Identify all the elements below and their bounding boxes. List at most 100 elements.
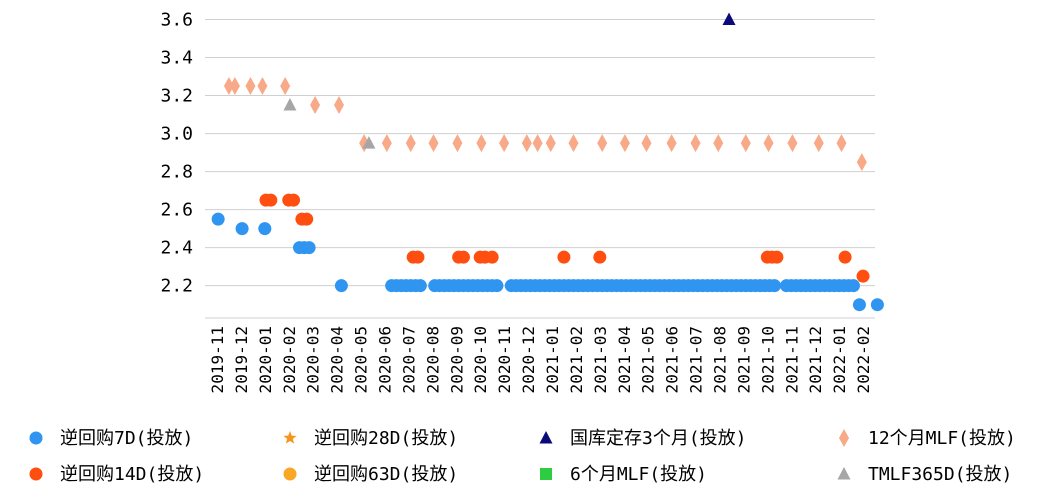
x-tick-label: 2022-01 bbox=[830, 326, 849, 393]
legend-marker bbox=[29, 431, 43, 445]
x-tick-label: 2020-03 bbox=[304, 326, 323, 393]
x-tick-label: 2021-05 bbox=[639, 326, 658, 393]
data-point bbox=[856, 269, 870, 283]
legend-label: 逆回购14D(投放) bbox=[60, 464, 204, 485]
x-tick-label: 2020-09 bbox=[447, 326, 466, 393]
legend-marker bbox=[283, 467, 297, 481]
data-point bbox=[405, 134, 416, 153]
data-point bbox=[856, 153, 867, 172]
x-tick-label: 2020-10 bbox=[471, 326, 490, 393]
data-point bbox=[641, 134, 652, 153]
grid-lines bbox=[205, 19, 875, 287]
x-tick-label: 2021-08 bbox=[710, 326, 729, 393]
data-point bbox=[770, 250, 784, 264]
x-tick-label: 2021-06 bbox=[663, 326, 682, 393]
x-tick-label: 2020-01 bbox=[256, 326, 275, 393]
data-point bbox=[211, 212, 225, 226]
data-point bbox=[852, 298, 866, 312]
data-point bbox=[245, 77, 256, 96]
x-tick-label: 2021-01 bbox=[543, 326, 562, 393]
legend-item: 逆回购28D(投放) bbox=[283, 428, 458, 449]
data-point bbox=[768, 279, 781, 293]
y-axis-ticks: 3.6 3.4 3.2 3.0 2.8 2.6 2.4 2.2 bbox=[160, 10, 193, 297]
data-point bbox=[532, 134, 543, 153]
legend-marker bbox=[29, 467, 43, 481]
legend-item: 6个月MLF(投放) bbox=[540, 464, 707, 485]
legend-label: 国库定存3个月(投放) bbox=[570, 428, 747, 449]
data-point bbox=[257, 77, 268, 96]
data-point bbox=[597, 134, 608, 153]
legend-label: 12个月MLF(投放) bbox=[868, 428, 1016, 449]
legend-marker bbox=[539, 431, 553, 444]
data-point bbox=[310, 96, 321, 115]
x-axis-ticks: 2019-11 2019-12 2020-01 2020-02 2020-03 2020-… bbox=[208, 326, 873, 393]
x-tick-label: 2020-04 bbox=[328, 326, 347, 393]
x-tick-label: 2019-12 bbox=[232, 326, 251, 393]
data-point bbox=[302, 241, 316, 255]
data-point bbox=[846, 279, 860, 293]
data-point bbox=[763, 134, 774, 153]
x-tick-label: 2022-02 bbox=[854, 326, 873, 393]
legend-marker bbox=[283, 431, 297, 444]
data-point bbox=[690, 134, 701, 153]
data-point bbox=[813, 134, 824, 153]
x-tick-label: 2020-08 bbox=[423, 326, 442, 393]
data-point bbox=[870, 298, 884, 312]
data-point bbox=[836, 134, 847, 153]
legend-item: 12个月MLF(投放) bbox=[839, 428, 1016, 449]
x-tick-label: 2021-09 bbox=[734, 326, 753, 393]
data-point bbox=[545, 134, 556, 153]
y-tick-label: 2.2 bbox=[160, 276, 193, 297]
data-point bbox=[838, 250, 852, 264]
y-tick-label: 3.4 bbox=[160, 48, 193, 69]
data-point bbox=[428, 134, 439, 153]
x-tick-label: 2021-03 bbox=[591, 326, 610, 393]
data-point bbox=[334, 279, 348, 293]
legend-item: 国库定存3个月(投放) bbox=[539, 428, 747, 449]
y-tick-label: 2.4 bbox=[160, 238, 193, 259]
data-point bbox=[456, 250, 470, 264]
legend-marker bbox=[540, 468, 552, 480]
y-tick-label: 2.8 bbox=[160, 162, 193, 183]
legend-label: 逆回购63D(投放) bbox=[314, 464, 458, 485]
data-point bbox=[235, 222, 249, 236]
y-tick-label: 3.6 bbox=[160, 10, 193, 31]
data-point bbox=[300, 212, 314, 226]
data-point bbox=[619, 134, 630, 153]
data-point bbox=[452, 134, 463, 153]
legend-label: 逆回购28D(投放) bbox=[314, 428, 458, 449]
data-point bbox=[490, 279, 504, 293]
data-point bbox=[223, 77, 234, 96]
data-point bbox=[499, 134, 510, 153]
x-tick-label: 2020-05 bbox=[352, 326, 371, 393]
legend-item: 逆回购14D(投放) bbox=[29, 464, 204, 485]
data-point bbox=[287, 193, 301, 207]
data-point bbox=[666, 134, 677, 153]
legend-item: 逆回购63D(投放) bbox=[283, 464, 458, 485]
data-point bbox=[264, 193, 278, 207]
legend-marker bbox=[839, 429, 849, 447]
data-point bbox=[713, 134, 724, 153]
x-tick-label: 2020-07 bbox=[399, 326, 418, 393]
x-tick-label: 2021-02 bbox=[567, 326, 586, 393]
data-point bbox=[280, 77, 291, 96]
legend-label: 逆回购7D(投放) bbox=[60, 428, 193, 449]
data-point bbox=[229, 77, 240, 96]
legend-item: 逆回购7D(投放) bbox=[29, 428, 193, 449]
data-point bbox=[413, 279, 427, 293]
x-tick-label: 2019-11 bbox=[208, 326, 227, 393]
data-point bbox=[521, 134, 532, 153]
x-tick-label: 2020-11 bbox=[495, 326, 514, 393]
legend: 逆回购7D(投放) 逆回购28D(投放) 国库定存3个月(投放) 12个月MLF(投放… bbox=[29, 428, 1016, 485]
x-tick-label: 2021-04 bbox=[615, 326, 634, 393]
x-tick-label: 2021-07 bbox=[687, 326, 706, 393]
x-tick-label: 2020-12 bbox=[519, 326, 538, 393]
y-tick-label: 2.6 bbox=[160, 200, 193, 221]
x-tick-label: 2021-10 bbox=[758, 326, 777, 393]
data-point bbox=[568, 134, 579, 153]
data-point bbox=[787, 134, 798, 153]
data-point bbox=[381, 134, 392, 153]
legend-marker bbox=[837, 467, 851, 480]
legend-label: 6个月MLF(投放) bbox=[570, 464, 707, 485]
